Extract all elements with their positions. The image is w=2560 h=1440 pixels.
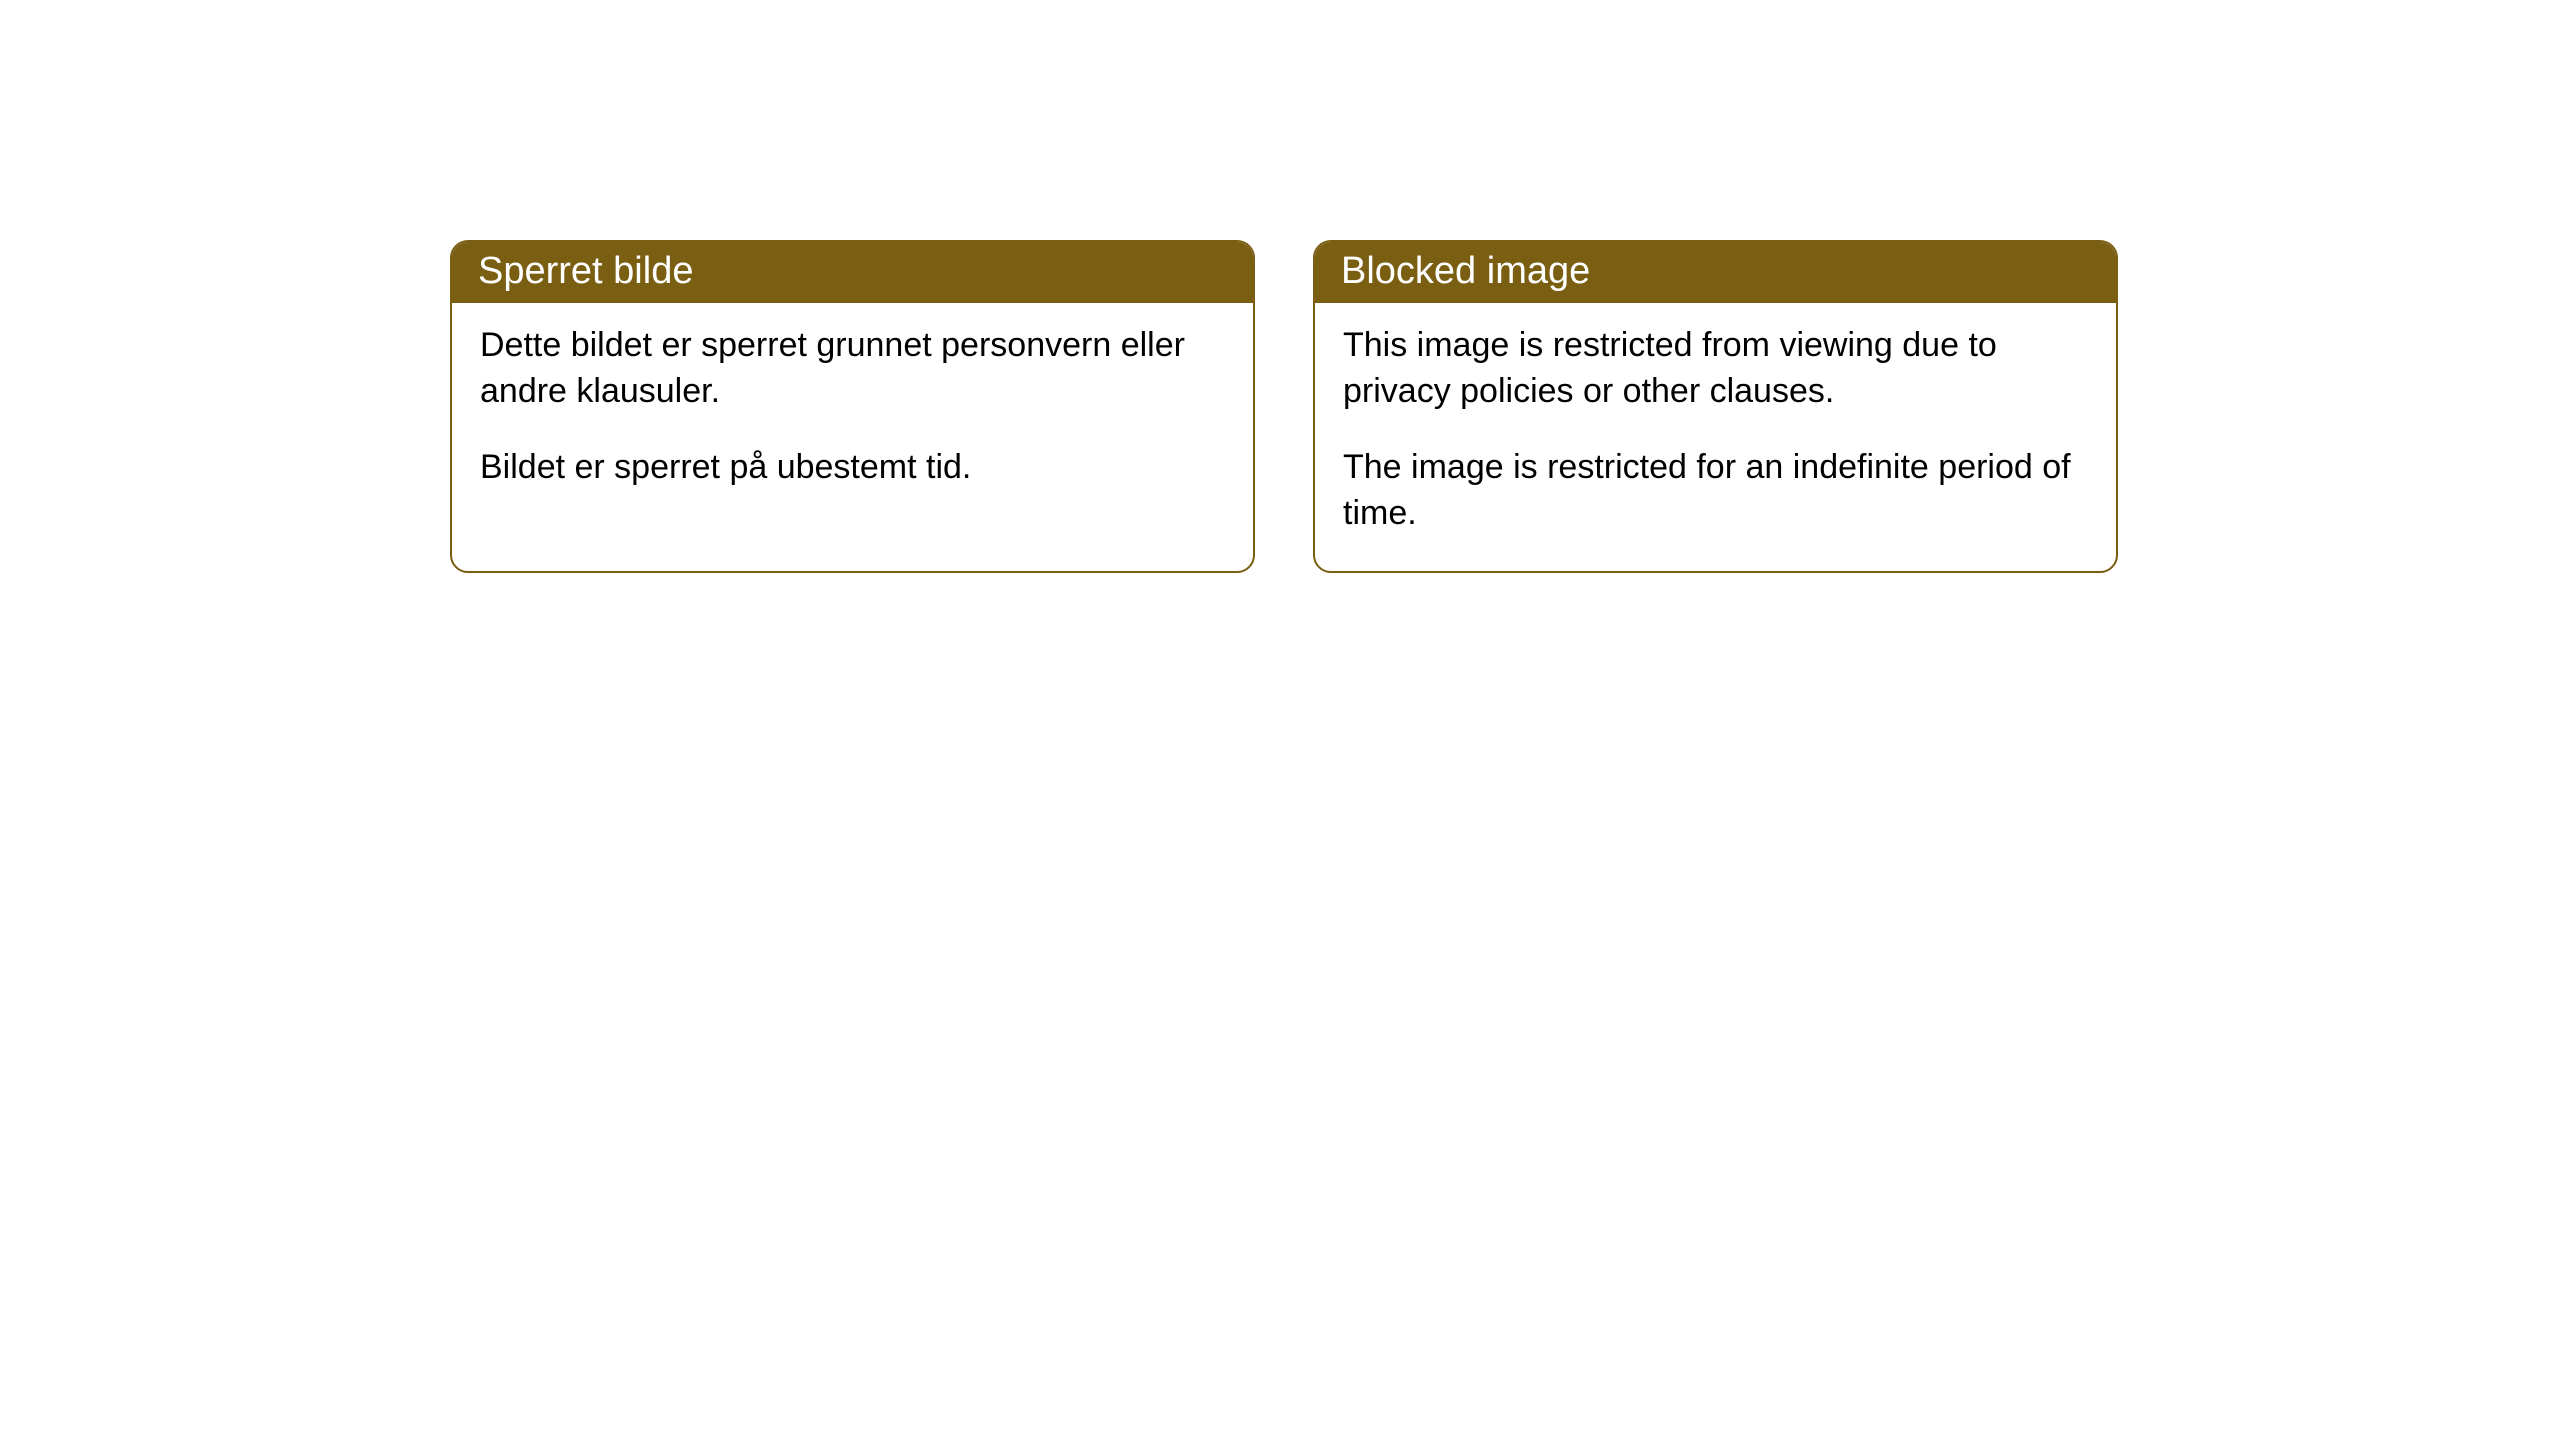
card-paragraph: Dette bildet er sperret grunnet personve… xyxy=(480,323,1225,415)
card-body-norwegian: Dette bildet er sperret grunnet personve… xyxy=(452,303,1253,525)
card-body-english: This image is restricted from viewing du… xyxy=(1315,303,2116,571)
card-paragraph: Bildet er sperret på ubestemt tid. xyxy=(480,445,1225,491)
card-paragraph: This image is restricted from viewing du… xyxy=(1343,323,2088,415)
notice-container: Sperret bilde Dette bildet er sperret gr… xyxy=(450,240,2118,573)
card-header-english: Blocked image xyxy=(1315,242,2116,303)
card-title: Sperret bilde xyxy=(478,250,693,292)
card-paragraph: The image is restricted for an indefinit… xyxy=(1343,445,2088,537)
notice-card-english: Blocked image This image is restricted f… xyxy=(1313,240,2118,573)
card-title: Blocked image xyxy=(1341,250,1590,292)
card-header-norwegian: Sperret bilde xyxy=(452,242,1253,303)
notice-card-norwegian: Sperret bilde Dette bildet er sperret gr… xyxy=(450,240,1255,573)
